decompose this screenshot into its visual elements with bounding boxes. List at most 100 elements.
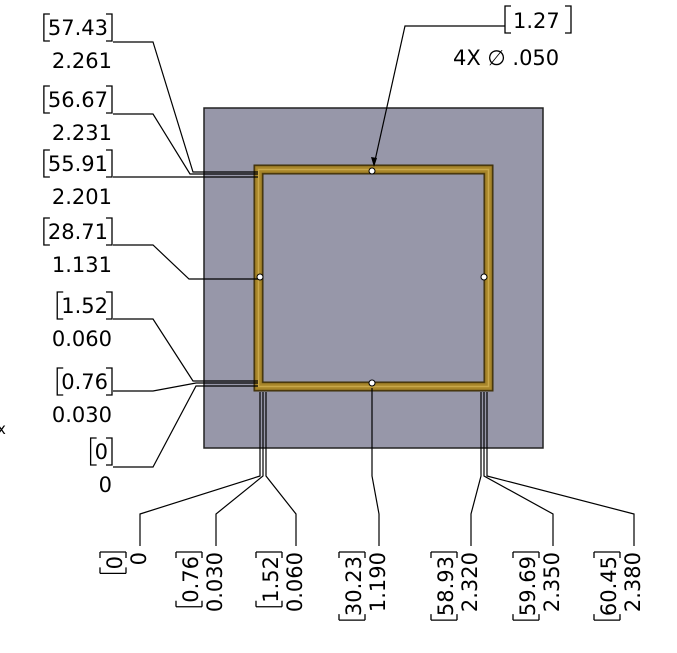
- left-dim-bracket-right: [106, 291, 113, 320]
- left-dim-metric: 57.43: [48, 16, 108, 40]
- bottom-dim-label: 60.45 2.380: [593, 551, 645, 621]
- hole-left: [256, 273, 264, 281]
- bottom-dim-leader: [483, 392, 554, 546]
- left-dim-bracket-left: [43, 13, 50, 42]
- left-dim-6: 00: [89, 385, 258, 497]
- bottom-dim-label: 58.93 2.320: [430, 551, 482, 621]
- bottom-dim-imperial: 0.060: [283, 552, 307, 612]
- bottom-dim-imperial: 1.190: [366, 552, 390, 612]
- bottom-dim-imperial: 0: [127, 552, 151, 565]
- bottom-dim-leader: [470, 392, 482, 546]
- left-dim-bracket-right: [106, 437, 113, 466]
- bottom-dim-bracket-start: [430, 551, 458, 558]
- left-dim-bracket-left: [56, 291, 64, 320]
- bottom-dim-metric: 0.76: [179, 556, 203, 603]
- left-dim-bracket-left: [89, 437, 97, 466]
- bottom-dim-bracket-start: [593, 551, 621, 558]
- bottom-dim-imperial: 2.350: [540, 552, 564, 612]
- left-dim-metric: 0: [95, 440, 108, 464]
- left-dim-leader: [113, 385, 258, 468]
- left-dim-metric: 55.91: [48, 152, 108, 176]
- left-dim-metric: 56.67: [48, 88, 108, 112]
- left-dim-imperial: 0.060: [52, 327, 112, 351]
- bottom-dim-leader: [265, 392, 297, 546]
- left-dim-5: 0.76 0.030: [52, 367, 258, 427]
- bottom-dim-label: 30.23 1.190: [338, 551, 390, 621]
- hole-top: [368, 167, 376, 175]
- left-dim-2: 55.91 2.201: [43, 149, 258, 209]
- bottom-dim-imperial: 0.030: [203, 552, 227, 612]
- left-dim-bracket-right: [106, 217, 113, 246]
- bottom-dim-bracket-start: [99, 551, 127, 558]
- bottom-dim-bracket-end: [593, 614, 621, 621]
- left-dim-imperial: 2.261: [52, 49, 112, 73]
- left-dim-bracket-left: [43, 85, 50, 114]
- left-dim-leader: [113, 244, 258, 280]
- bottom-dim-leader: [371, 388, 380, 546]
- bottom-dim-metric: 30.23: [342, 556, 366, 616]
- bottom-dim-bracket-start: [338, 551, 366, 558]
- mounting-holes: [256, 167, 488, 387]
- bottom-dim-bracket-start: [175, 551, 203, 558]
- left-dim-bracket-left: [43, 149, 50, 178]
- bottom-dim-bracket-end: [175, 600, 203, 608]
- bottom-dim-bracket-start: [255, 551, 283, 558]
- bottom-dim-bracket-end: [99, 567, 127, 575]
- left-dim-bracket-right: [106, 149, 113, 178]
- bottom-dim-imperial: 2.320: [458, 552, 482, 612]
- bottom-dim-3: 30.23 1.190: [338, 388, 390, 621]
- left-dim-leader: [113, 318, 258, 382]
- bottom-dim-label: 1.52 0.060: [255, 551, 307, 612]
- left-dim-1: 56.67 2.231: [43, 85, 258, 175]
- bottom-dim-bracket-end: [430, 614, 458, 621]
- left-dim-3: 28.71 1.131: [43, 217, 258, 280]
- left-dim-bracket-right: [106, 85, 113, 114]
- bottom-dim-2: 1.52 0.060: [255, 392, 307, 612]
- hole-right: [480, 273, 488, 281]
- left-dim-imperial: 2.201: [52, 185, 112, 209]
- left-dim-metric: 1.52: [61, 294, 108, 318]
- bottom-ordinate-dimensions: 0 0 0.76 0.030 1.52 0.060 30.23 1.190 58.93 2.320…: [99, 388, 645, 621]
- hole-callout: 1.27 4X ∅ .050: [371, 5, 572, 167]
- bottom-dim-metric: 60.45: [597, 556, 621, 616]
- bottom-dim-leader: [139, 392, 261, 546]
- bottom-dim-bracket-end: [512, 614, 540, 621]
- left-dim-bracket-right: [106, 367, 113, 396]
- left-dim-leader: [113, 382, 258, 392]
- bottom-dim-label: 59.69 2.350: [512, 551, 564, 621]
- bottom-dim-metric: 58.93: [434, 556, 458, 616]
- left-dim-leader: [113, 41, 258, 173]
- left-dim-bracket-right: [106, 13, 113, 42]
- bottom-dim-leader: [215, 392, 264, 546]
- bottom-dim-4: 58.93 2.320: [430, 392, 482, 621]
- left-dim-bracket-left: [43, 217, 50, 246]
- bottom-dim-metric: 59.69: [516, 556, 540, 616]
- left-dim-metric: 0.76: [61, 370, 108, 394]
- hole-bottom: [368, 379, 376, 387]
- bottom-dim-bracket-end: [255, 600, 283, 608]
- bottom-dim-imperial: 2.380: [621, 552, 645, 612]
- bottom-dim-bracket-start: [512, 551, 540, 558]
- left-dim-0: 57.43 2.261: [43, 13, 258, 173]
- left-dim-metric: 28.71: [48, 220, 108, 244]
- left-dim-imperial: 2.231: [52, 121, 112, 145]
- bottom-dim-1: 0.76 0.030: [175, 392, 264, 612]
- left-dim-imperial: 0.030: [52, 403, 112, 427]
- bottom-dim-metric: 0: [103, 556, 127, 569]
- bottom-dim-leader: [486, 392, 635, 546]
- bottom-dim-5: 59.69 2.350: [483, 392, 564, 621]
- left-dim-bracket-left: [56, 367, 64, 396]
- bottom-dim-bracket-end: [338, 614, 366, 621]
- bottom-dim-label: 0.76 0.030: [175, 551, 227, 612]
- left-dim-imperial: 1.131: [52, 253, 112, 277]
- callout-metric: 1.27: [513, 9, 560, 33]
- left-dim-4: 1.52 0.060: [52, 291, 258, 382]
- bottom-dim-metric: 1.52: [259, 556, 283, 603]
- callout-imperial: 4X ∅ .050: [453, 46, 559, 70]
- left-dim-leader: [113, 113, 258, 175]
- left-dim-imperial: 0: [99, 473, 112, 497]
- left-ordinate-dimensions: 57.43 2.261 56.67 2.231 55.91 2.201 28.71 1.131…: [43, 13, 258, 497]
